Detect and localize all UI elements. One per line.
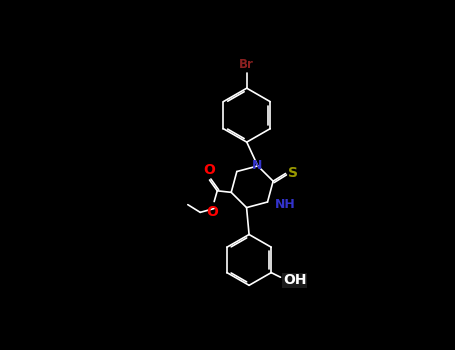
Text: N: N [252,159,262,172]
Text: Br: Br [239,58,254,71]
Text: O: O [203,163,215,177]
Text: S: S [288,166,298,180]
Text: OH: OH [283,273,306,287]
Text: NH: NH [275,198,296,211]
Text: O: O [207,205,218,219]
